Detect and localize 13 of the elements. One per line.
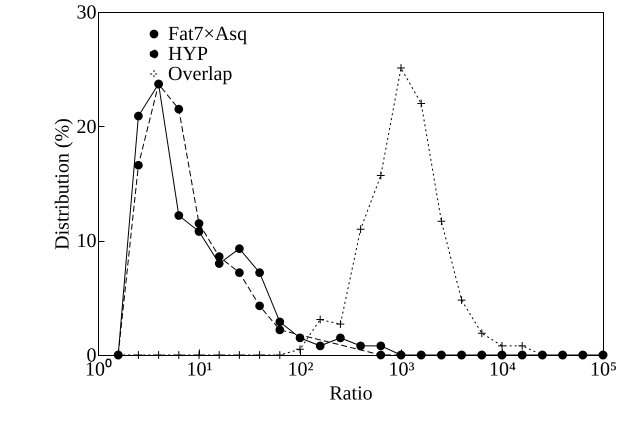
y-tick-label: 10 — [76, 230, 96, 252]
y-tick-label: 30 — [76, 2, 96, 24]
x-tick-label: 10⁴ — [489, 358, 516, 380]
x-tick-label: 10² — [288, 358, 314, 380]
legend-label: Fat7×Asq — [168, 23, 248, 45]
y-axis-title: Distribution (%) — [52, 118, 74, 250]
legend-label: Overlap — [168, 63, 232, 85]
x-axis-title: Ratio — [329, 382, 373, 404]
x-tick-label: 10⁵ — [590, 358, 617, 380]
x-tick-label: 10¹ — [186, 358, 212, 380]
y-tick-label: 20 — [76, 116, 96, 138]
legend-label: HYP — [168, 43, 208, 65]
x-tick-label: 10³ — [388, 358, 414, 380]
